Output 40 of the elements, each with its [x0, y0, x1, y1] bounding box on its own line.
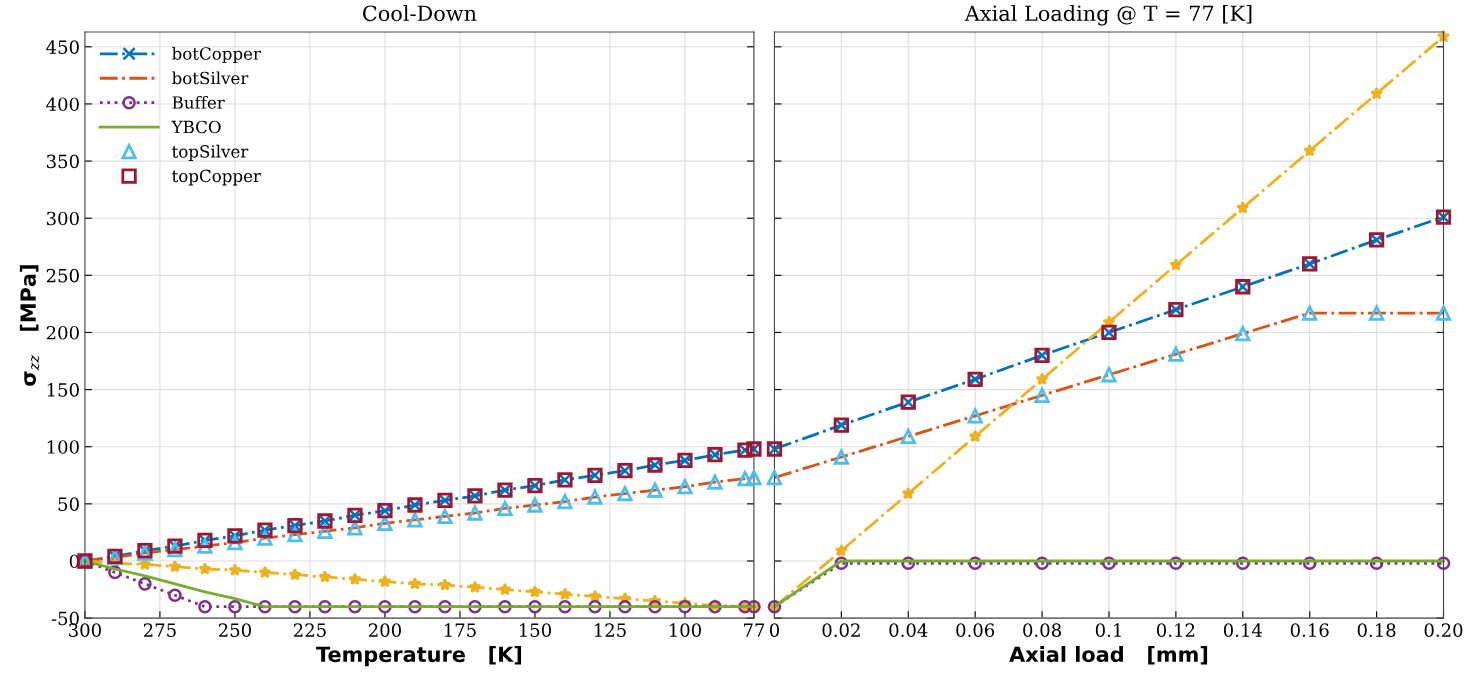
y-tick-label: 150	[47, 383, 79, 397]
y-tick-label: 100	[47, 440, 79, 454]
x-tick-label: 0.12	[1156, 623, 1195, 637]
y-tick-label: 250	[46, 268, 79, 283]
y-tick-label: 300	[46, 211, 79, 226]
y-tick-label: 400	[46, 97, 79, 112]
x-axis-title: Temperature [K]	[316, 646, 522, 667]
y-tick-label: 200	[46, 325, 79, 340]
x-tick-label: 0.18	[1357, 623, 1396, 637]
x-tick-label: 275	[143, 623, 176, 637]
text: σ$_{zz}$ [MPa]	[19, 265, 40, 386]
x-tick-label: 0.04	[889, 623, 928, 637]
x-axis-title: Axial load [mm]	[1009, 646, 1208, 665]
x-tick-label: 150	[519, 623, 551, 637]
legend-label: topCopper	[172, 169, 261, 186]
x-tick-label: 175	[444, 623, 476, 637]
y-tick-label: 450	[46, 40, 79, 54]
chart-title: Axial Loading @ T = 77 [K]	[964, 5, 1252, 26]
x-tick-label: 0.20	[1424, 623, 1463, 637]
legend-label: botSilver	[172, 71, 249, 85]
x-tick-label: 0.02	[822, 623, 860, 637]
x-tick-label: 100	[669, 623, 701, 637]
x-tick-label: 200	[368, 623, 401, 637]
x-tick-label: 0.16	[1290, 623, 1329, 637]
x-tick-label: 250	[218, 623, 251, 637]
x-tick-label: 0.1	[1095, 623, 1121, 637]
legend-label: botCopper	[172, 46, 261, 64]
legend-label: topSilver	[172, 144, 249, 161]
y-tick-label: 350	[46, 154, 79, 169]
legend-label: Buffer	[172, 95, 225, 109]
x-tick-label: 225	[293, 623, 326, 637]
x-tick-label: 0.08	[1023, 623, 1061, 637]
x-tick-label: 0.14	[1223, 623, 1262, 637]
x-tick-label: 125	[594, 623, 626, 637]
chart-title: Cool-Down	[362, 5, 477, 22]
y-tick-label: 50	[58, 497, 79, 511]
x-tick-label: 77	[743, 623, 765, 637]
legend-label: YBCO	[171, 120, 221, 134]
x-tick-label: 0	[769, 623, 779, 637]
x-tick-label: 0.06	[956, 623, 995, 637]
